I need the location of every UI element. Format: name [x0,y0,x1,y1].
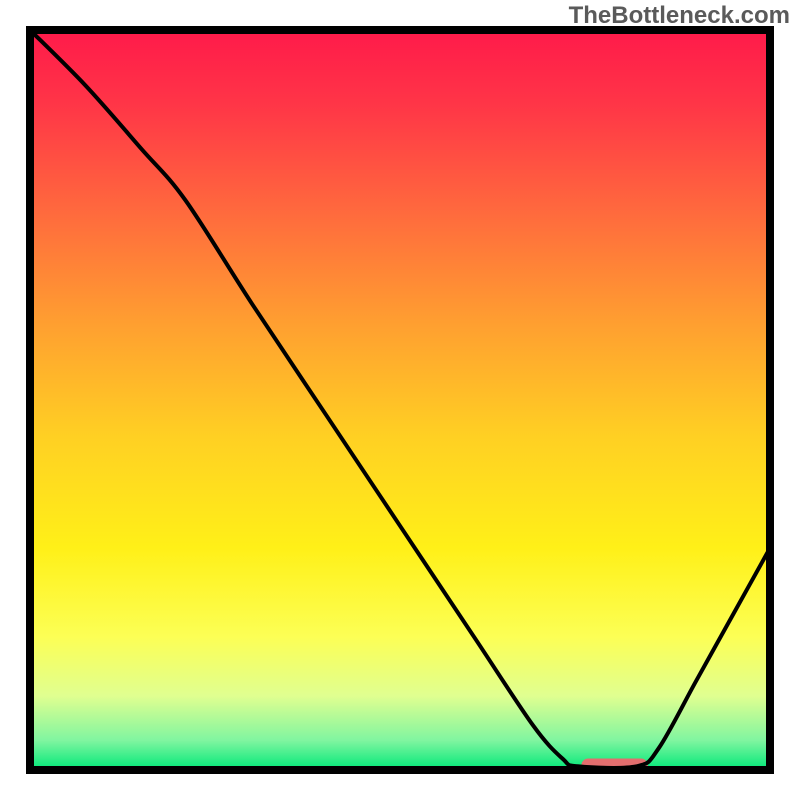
chart-container: TheBottleneck.com [0,0,800,800]
bottleneck-chart [0,0,800,800]
plot-background-gradient [30,30,770,770]
watermark-text: TheBottleneck.com [569,2,790,30]
